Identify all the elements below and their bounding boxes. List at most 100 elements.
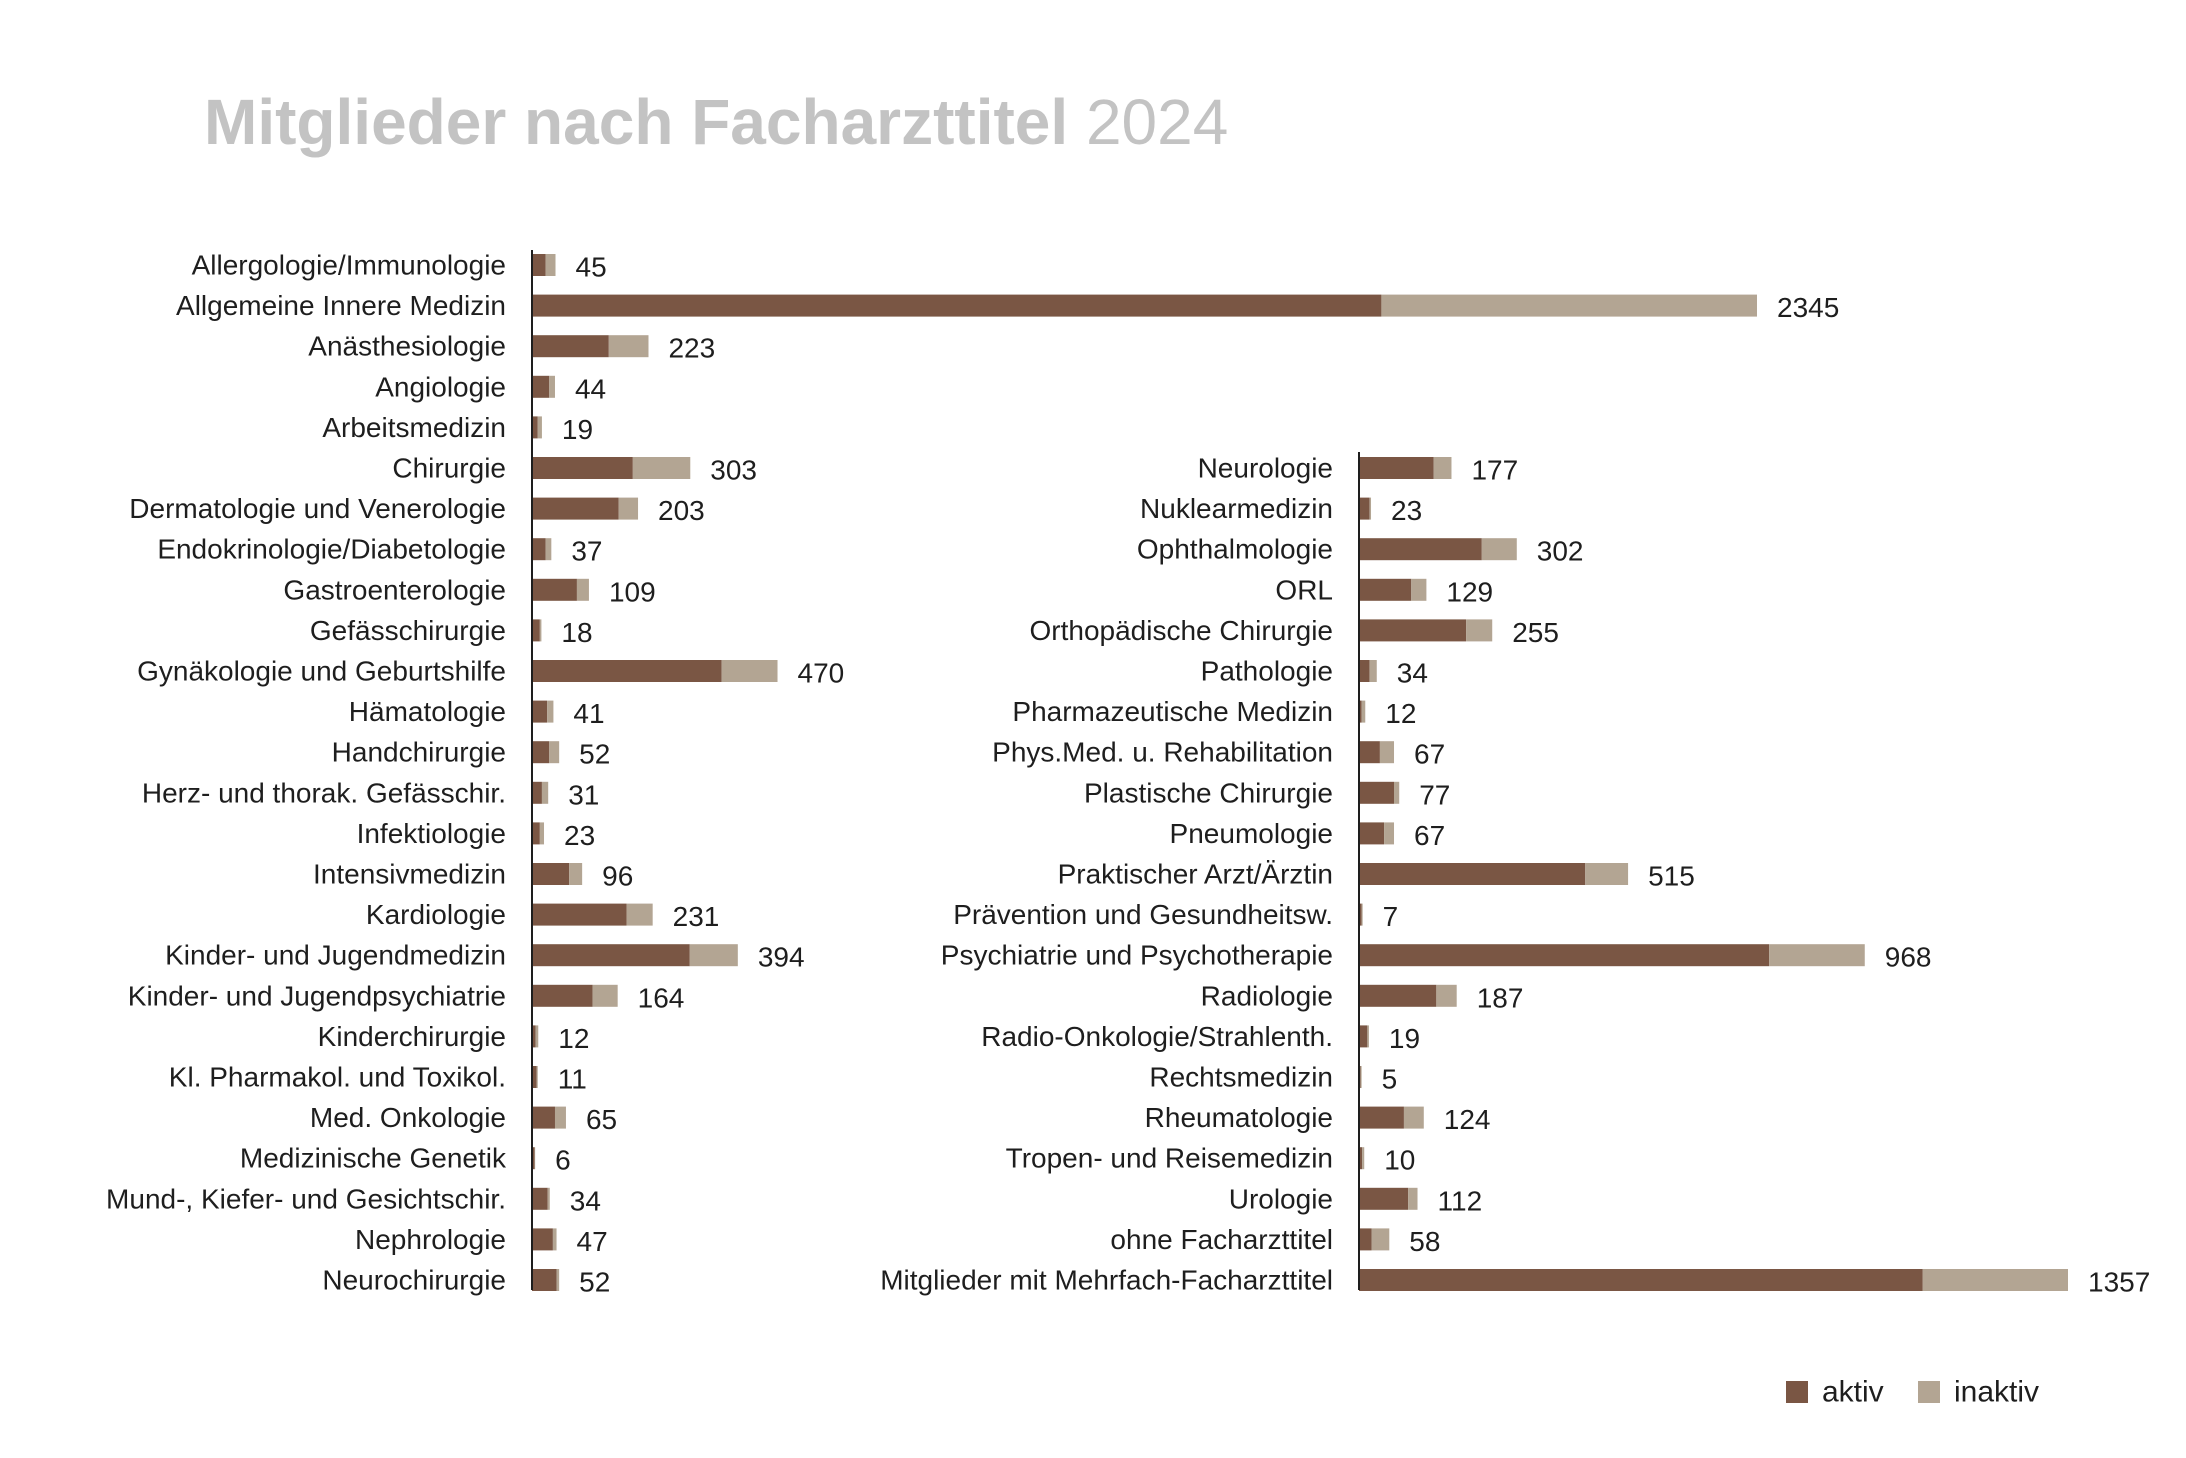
category-label: Nuklearmedizin <box>1140 493 1333 524</box>
bar-segment-inaktiv <box>1379 741 1395 764</box>
category-label: Radio-Onkologie/Strahlenth. <box>981 1021 1333 1052</box>
bar-segment-inaktiv <box>1394 781 1400 804</box>
bar-segment-aktiv <box>532 903 627 926</box>
legend-swatch-aktiv <box>1786 1381 1808 1403</box>
bar-segment-aktiv <box>532 538 546 561</box>
legend-label-aktiv: aktiv <box>1822 1376 1884 1409</box>
category-label: Pharmazeutische Medizin <box>1012 696 1333 727</box>
value-label: 41 <box>573 698 604 729</box>
value-label: 187 <box>1477 982 1524 1013</box>
category-label: Hämatologie <box>349 696 506 727</box>
bar-segment-aktiv <box>1359 944 1770 967</box>
value-label: 19 <box>1389 1023 1420 1054</box>
bar-segment-aktiv <box>1359 1187 1409 1210</box>
category-label: Neurologie <box>1198 453 1333 484</box>
bar-segment-aktiv <box>1359 660 1370 682</box>
value-label: 109 <box>609 576 656 607</box>
bar-segment-aktiv <box>532 416 538 439</box>
bar-segment-inaktiv <box>626 903 653 926</box>
bar-segment-inaktiv <box>569 863 583 885</box>
value-label: 968 <box>1885 942 1932 973</box>
category-label: Kl. Pharmakol. und Toxikol. <box>169 1062 506 1093</box>
bar-segment-aktiv <box>1359 1147 1363 1170</box>
category-label: Praktischer Arzt/Ärztin <box>1058 859 1333 890</box>
value-label: 34 <box>570 1185 601 1216</box>
bar-segment-aktiv <box>532 1269 557 1291</box>
bar-segment-aktiv <box>532 822 540 845</box>
bar-segment-aktiv <box>532 781 542 804</box>
bar-segment-aktiv <box>1359 903 1362 926</box>
category-label: Kinderchirurgie <box>318 1021 506 1052</box>
value-label: 58 <box>1409 1226 1440 1257</box>
bar-segment-aktiv <box>532 1147 535 1170</box>
value-label: 470 <box>798 658 845 689</box>
bar-segment-aktiv <box>532 497 619 520</box>
value-label: 129 <box>1446 576 1493 607</box>
bar-segment-aktiv <box>1359 457 1434 479</box>
value-label: 34 <box>1397 658 1428 689</box>
bar-segment-inaktiv <box>592 984 618 1007</box>
bar-segment-inaktiv <box>541 781 549 804</box>
bar-segment-inaktiv <box>1369 660 1377 682</box>
bar-segment-inaktiv <box>556 1269 560 1291</box>
category-label: Ophthalmologie <box>1137 534 1333 565</box>
value-label: 23 <box>564 820 595 851</box>
bar-segment-inaktiv <box>535 1025 539 1048</box>
bar-segment-inaktiv <box>1466 619 1493 642</box>
value-label: 31 <box>568 779 599 810</box>
bar-segment-aktiv <box>532 741 550 764</box>
category-label: Med. Onkologie <box>310 1102 506 1133</box>
category-label: ORL <box>1275 574 1333 605</box>
bar-segment-inaktiv <box>1411 578 1427 601</box>
bar-segment-inaktiv <box>1436 984 1457 1007</box>
bar-segment-aktiv <box>532 254 546 276</box>
bar-segment-inaktiv <box>534 1147 536 1170</box>
bar-segment-inaktiv <box>1585 863 1629 885</box>
category-label: Infektiologie <box>357 818 506 849</box>
value-label: 11 <box>558 1064 587 1095</box>
category-label: Medizinische Genetik <box>240 1143 507 1174</box>
bar-segment-aktiv <box>1359 619 1467 642</box>
value-label: 10 <box>1384 1145 1415 1176</box>
value-label: 37 <box>571 536 602 567</box>
category-label: Phys.Med. u. Rehabilitation <box>992 737 1333 768</box>
bar-segment-inaktiv <box>608 335 649 358</box>
legend-swatch-inaktiv <box>1918 1381 1940 1403</box>
bar-segment-inaktiv <box>1367 1025 1369 1048</box>
value-label: 255 <box>1512 617 1559 648</box>
chart-title-year: 2024 <box>1085 86 1229 158</box>
value-label: 96 <box>602 861 633 892</box>
value-label: 52 <box>579 1267 610 1298</box>
bar-segment-aktiv <box>532 335 609 358</box>
category-label: Gefässchirurgie <box>310 615 506 646</box>
value-label: 1357 <box>2088 1267 2150 1298</box>
chart-title-main: Mitglieder nach Facharzttitel <box>204 86 1069 158</box>
category-label: Psychiatrie und Psychotherapie <box>941 940 1333 971</box>
bar-segment-aktiv <box>1359 863 1586 885</box>
bar-segment-aktiv <box>532 700 548 723</box>
value-label: 7 <box>1383 901 1399 932</box>
value-label: 67 <box>1414 820 1445 851</box>
category-label: Neurochirurgie <box>322 1265 506 1296</box>
category-label: Orthopädische Chirurgie <box>1030 615 1334 646</box>
bar-segment-inaktiv <box>547 700 554 723</box>
chart-title: Mitglieder nach Facharzttitel 2024 <box>204 82 1228 162</box>
category-label: Herz- und thorak. Gefässchir. <box>142 777 506 808</box>
value-label: 77 <box>1419 779 1450 810</box>
bar-segment-aktiv <box>1359 1106 1404 1129</box>
bar-segment-inaktiv <box>547 1187 550 1210</box>
bar-segment-aktiv <box>532 457 633 479</box>
bar-segment-aktiv <box>1359 700 1362 723</box>
value-label: 12 <box>558 1023 589 1054</box>
bar-segment-inaktiv <box>1371 1228 1390 1251</box>
category-label: Gynäkologie und Geburtshilfe <box>137 656 506 687</box>
category-label: Intensivmedizin <box>313 859 506 890</box>
value-label: 2345 <box>1777 292 1839 323</box>
category-label: Tropen- und Reisemedizin <box>1006 1143 1333 1174</box>
category-label: Rechtsmedizin <box>1149 1062 1333 1093</box>
value-label: 231 <box>673 901 720 932</box>
bar-segment-inaktiv <box>549 741 560 764</box>
value-label: 177 <box>1471 455 1518 486</box>
bar-segment-inaktiv <box>632 457 691 479</box>
